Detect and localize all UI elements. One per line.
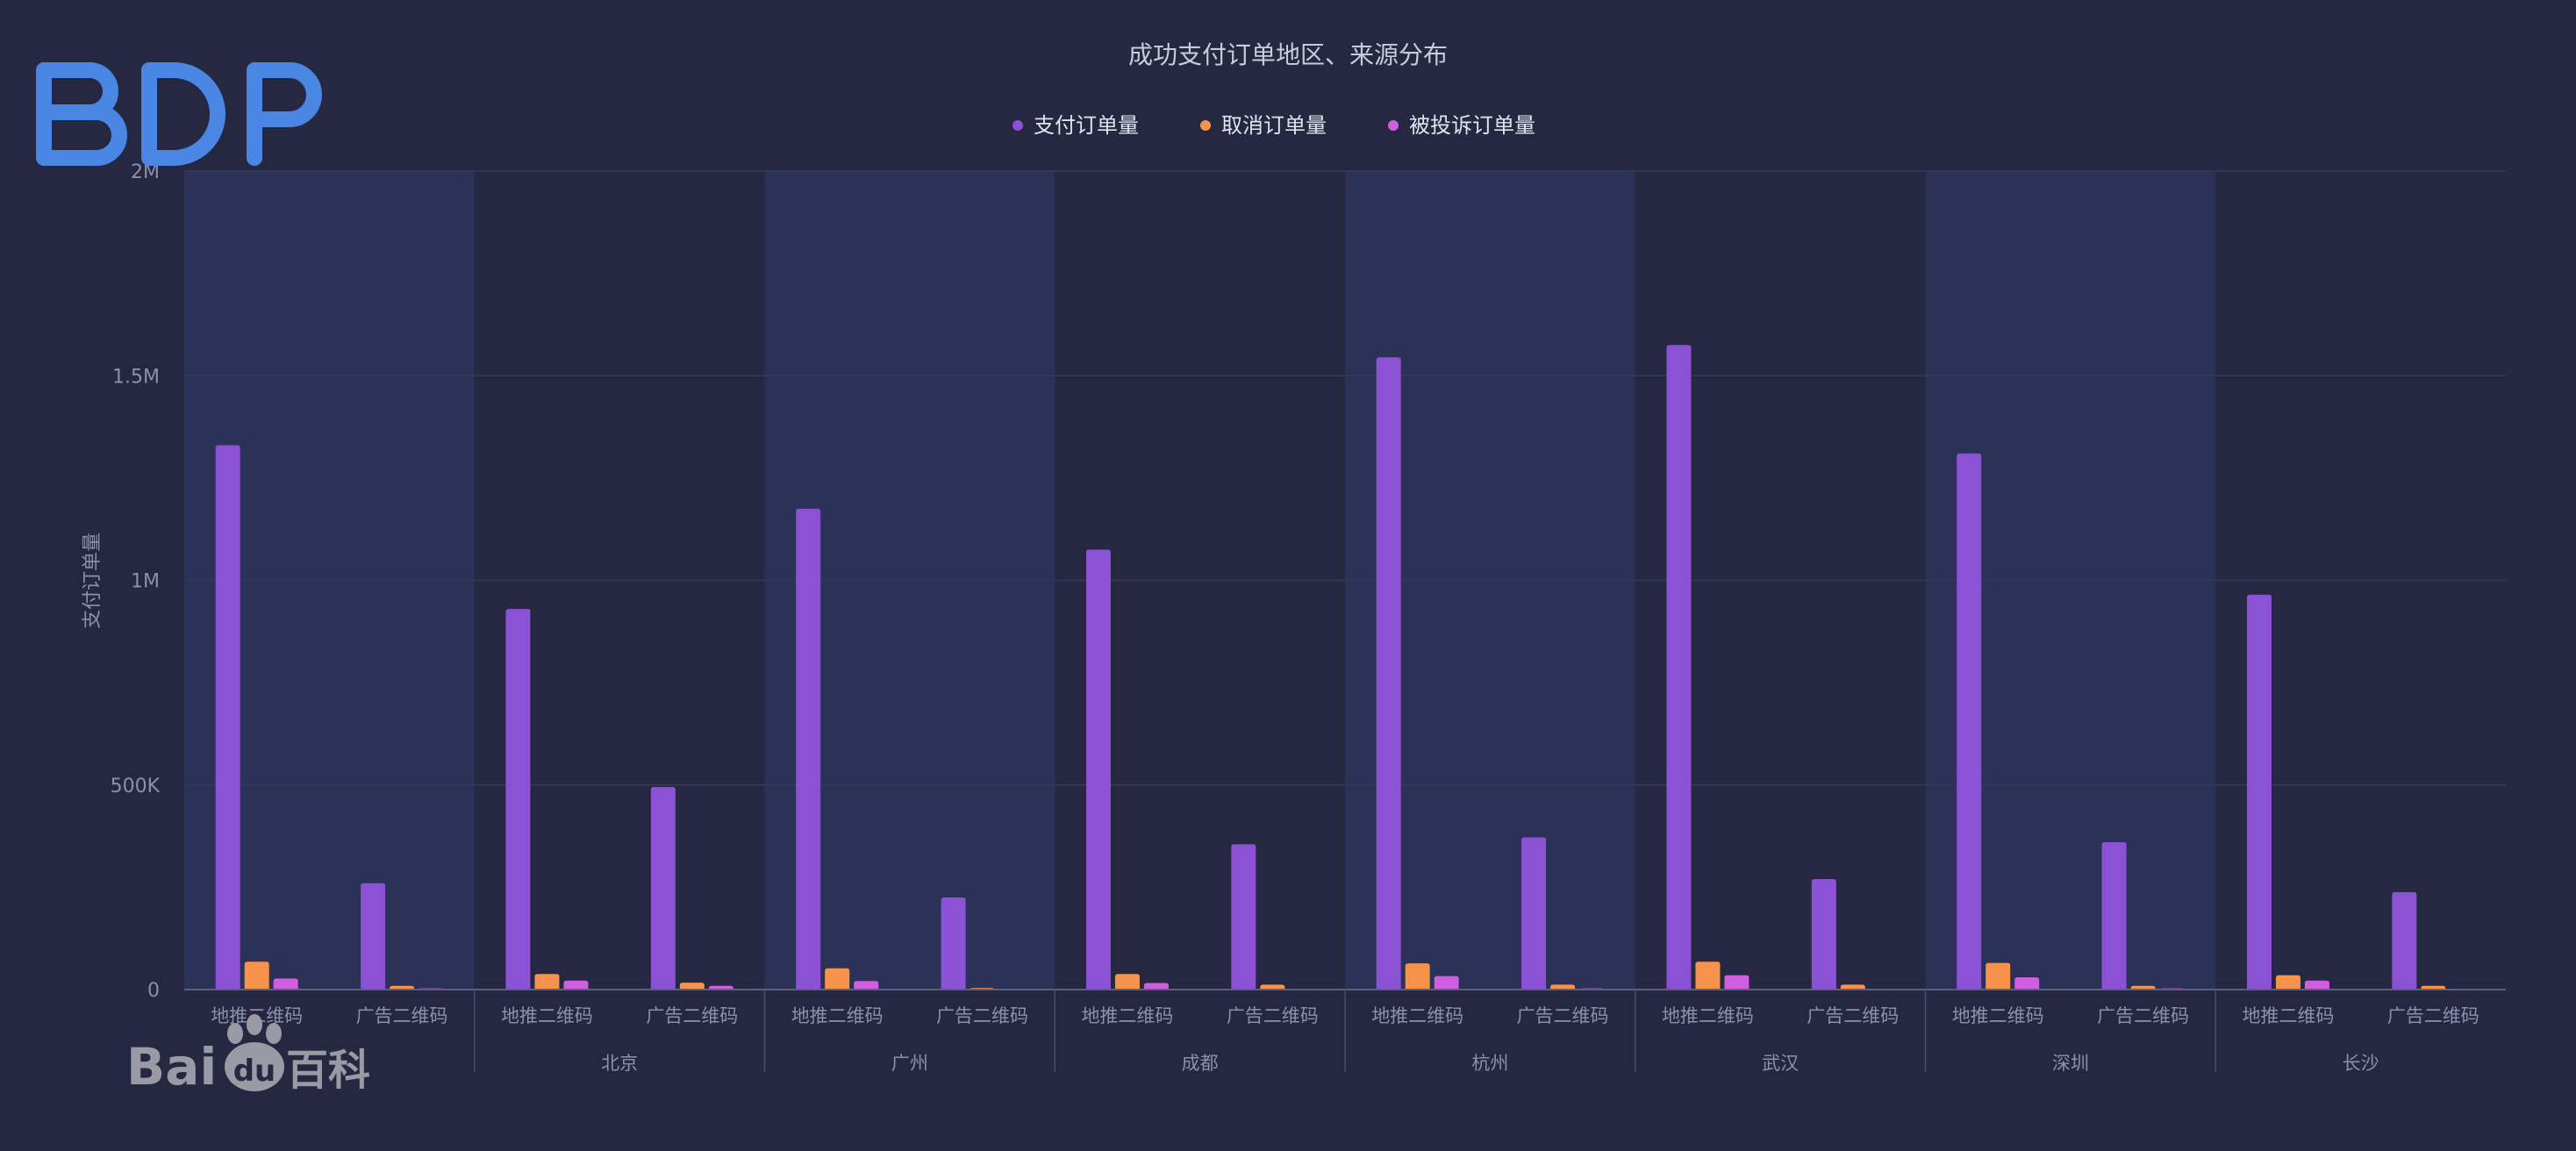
x-tick-label: 广告二维码 [2387, 1005, 2479, 1026]
legend-item: 被投诉订单量 [1409, 113, 1535, 138]
svg-text:百科: 百科 [286, 1046, 370, 1095]
x-tick-label: 地推二维码 [1081, 1005, 1173, 1026]
legend-item: 支付订单量 [1034, 113, 1139, 138]
x-tick-label: 地推二维码 [2242, 1005, 2334, 1026]
chart-title: 成功支付订单地区、来源分布 [1128, 40, 1448, 69]
bar-complaint [2304, 980, 2329, 990]
paw-icon [225, 1014, 284, 1091]
x-tick-label: 广告二维码 [1227, 1005, 1319, 1026]
bar-cancelled [534, 974, 560, 990]
bar-cancelled [1405, 963, 1430, 990]
bdp-logo [36, 62, 322, 166]
legend[interactable]: 支付订单量 取消订单量 被投诉订单量 [1013, 113, 1535, 138]
bar-paid [796, 508, 821, 990]
group-label: 深圳 [2052, 1053, 2089, 1074]
x-tick-label: 广告二维码 [1517, 1005, 1609, 1026]
bar-paid [1811, 879, 1836, 990]
bar-complaint [854, 981, 879, 990]
svg-text:du: du [233, 1054, 276, 1089]
bar-cancelled [1986, 962, 2011, 990]
bar-paid [1957, 453, 1982, 990]
bar-paid [2246, 594, 2272, 990]
bar-cancelled [1695, 962, 1721, 990]
legend-item: 取消订单量 [1221, 113, 1327, 138]
bar-paid [941, 897, 966, 990]
y-tick-label: 500K [111, 776, 161, 797]
y-tick-label: 1.5M [112, 366, 160, 388]
group-label: 成都 [1182, 1053, 1219, 1074]
y-tick-label: 1M [131, 571, 160, 593]
x-tick-label: 广告二维码 [936, 1005, 1028, 1026]
x-tick-label: 地推二维码 [1662, 1005, 1754, 1026]
bar-complaint [2014, 977, 2040, 990]
bar-complaint [708, 985, 733, 990]
bar-cancelled [2130, 985, 2156, 990]
bar-cancelled [1114, 974, 1140, 990]
bar-paid [2101, 842, 2127, 990]
bar-paid [1521, 837, 1547, 990]
group-label: 广州 [891, 1053, 928, 1074]
svg-text:Bai: Bai [126, 1037, 217, 1097]
x-tick-label: 广告二维码 [356, 1005, 448, 1026]
bar-paid [2392, 891, 2417, 990]
bar-complaint [563, 980, 589, 990]
group-label: 北京 [601, 1053, 638, 1074]
bar-cancelled [2421, 985, 2446, 990]
bar-cancelled [1550, 984, 1576, 990]
bar-complaint [1724, 975, 1750, 990]
bar-cancelled [679, 983, 705, 990]
x-tick-label: 地推二维码 [1371, 1005, 1463, 1026]
bars [215, 345, 2475, 992]
x-tick-label: 地推二维码 [1952, 1005, 2044, 1026]
bar-paid [361, 883, 386, 990]
bar-cancelled [2275, 975, 2301, 990]
legend-marker [1200, 120, 1211, 131]
bar-paid [215, 445, 240, 990]
group-label: 长沙 [2343, 1053, 2379, 1074]
bar-paid [1666, 345, 1692, 990]
baidu-baike-logo: Bai du 百科 [123, 1009, 386, 1100]
y-tick-label: 0 [147, 980, 160, 1002]
x-tick-label: 地推二维码 [501, 1005, 593, 1026]
bar-complaint [1434, 976, 1459, 990]
bar-cancelled [1840, 984, 1865, 990]
bar-paid [1085, 549, 1111, 990]
y-axis-label: 支付订单量 [82, 533, 104, 629]
bar-complaint [1143, 983, 1169, 990]
bar-cancelled [244, 962, 269, 990]
legend-marker [1388, 120, 1399, 131]
bar-paid [505, 609, 531, 990]
x-tick-label: 地推二维码 [791, 1005, 884, 1026]
bar-cancelled [390, 985, 415, 990]
group-label: 杭州 [1471, 1053, 1508, 1074]
bar-paid [1376, 357, 1401, 990]
x-tick-label: 广告二维码 [1807, 1005, 1899, 1026]
bar-cancelled [825, 968, 850, 990]
legend-marker [1013, 120, 1023, 131]
x-tick-label: 广告二维码 [2097, 1005, 2189, 1026]
group-label: 武汉 [1762, 1053, 1799, 1074]
x-tick-label: 广告二维码 [646, 1005, 738, 1026]
bar-paid [650, 787, 676, 990]
bar-paid [1231, 844, 1256, 990]
bar-complaint [273, 978, 298, 990]
bar-cancelled [1260, 984, 1285, 990]
